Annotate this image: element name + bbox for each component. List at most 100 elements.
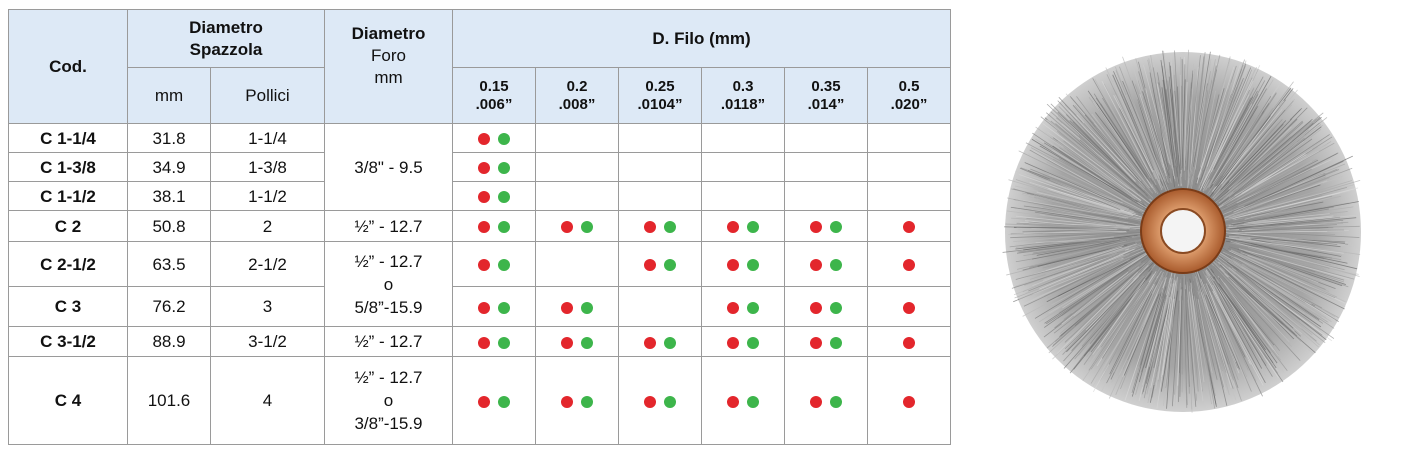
bristle bbox=[1100, 271, 1155, 348]
bristle bbox=[1108, 277, 1157, 365]
bristle bbox=[1186, 279, 1190, 394]
bristle bbox=[1053, 146, 1130, 198]
dot-cell bbox=[535, 286, 619, 327]
bristle bbox=[1082, 274, 1157, 381]
bristle bbox=[1158, 84, 1175, 176]
bristle bbox=[1224, 271, 1298, 337]
bristle bbox=[1057, 261, 1128, 297]
code-cell: C 1-1/4 bbox=[8, 123, 128, 153]
pollici-cell: 4 bbox=[210, 356, 325, 445]
bristle bbox=[1056, 271, 1139, 354]
bristle bbox=[1227, 142, 1335, 204]
bristle bbox=[1216, 87, 1292, 187]
bristle bbox=[1239, 248, 1350, 280]
availability-dot bbox=[644, 221, 656, 234]
bristle bbox=[1044, 254, 1149, 324]
bristle bbox=[1131, 292, 1162, 397]
bristle bbox=[1222, 143, 1315, 205]
bristle bbox=[1186, 73, 1194, 170]
availability-dot bbox=[664, 221, 676, 234]
header-cell: D. Filo (mm) bbox=[451, 9, 952, 68]
availability-dot bbox=[498, 133, 510, 146]
bristle bbox=[1146, 270, 1174, 395]
wire-header: 0.5.020” bbox=[866, 67, 952, 124]
pollici-cell: 1-1/4 bbox=[210, 123, 325, 153]
wire-header: 0.2.008” bbox=[535, 67, 619, 124]
bristle bbox=[1247, 255, 1319, 283]
bristle bbox=[1025, 142, 1128, 197]
bristle bbox=[1224, 118, 1292, 190]
availability-dot bbox=[810, 221, 822, 234]
bristle bbox=[1109, 76, 1163, 191]
bristle bbox=[1221, 105, 1280, 185]
bristle bbox=[1033, 257, 1124, 295]
bristle bbox=[1034, 254, 1140, 319]
availability-dot bbox=[810, 395, 822, 408]
dot-cell bbox=[452, 210, 536, 242]
availability-dot bbox=[830, 221, 842, 234]
bristle bbox=[1187, 55, 1201, 173]
bristle bbox=[1177, 289, 1182, 386]
availability-dot bbox=[581, 336, 593, 349]
dot-cell bbox=[618, 123, 702, 153]
availability-dot bbox=[903, 301, 916, 314]
bristle bbox=[1235, 241, 1342, 261]
bristle bbox=[1112, 74, 1155, 171]
dot-cell bbox=[452, 241, 536, 287]
dot-cell bbox=[701, 326, 785, 357]
availability-dot bbox=[747, 301, 759, 314]
bristle bbox=[1043, 265, 1132, 328]
bristle bbox=[1209, 81, 1294, 196]
bristle bbox=[1150, 55, 1169, 164]
bristle bbox=[1083, 122, 1154, 199]
bristle bbox=[1191, 289, 1205, 383]
dot-cell bbox=[866, 181, 952, 211]
bristle bbox=[1222, 195, 1333, 223]
bristle bbox=[1087, 90, 1151, 182]
dot-cell bbox=[618, 152, 702, 182]
bristle bbox=[1167, 80, 1177, 187]
dot-cell bbox=[618, 356, 702, 445]
bristle bbox=[1214, 256, 1301, 321]
foro-line: 5/8”-15.9 bbox=[354, 297, 423, 317]
availability-dot bbox=[581, 221, 593, 234]
bristle bbox=[1133, 69, 1168, 177]
spec-table: Cod. Diametro Spazzola Diametro Foro mm D.… bbox=[8, 9, 952, 445]
bristle bbox=[1085, 264, 1149, 331]
mm-cell: 88.9 bbox=[127, 326, 211, 357]
availability-dot bbox=[644, 336, 656, 349]
bristle bbox=[1023, 205, 1119, 219]
bristle bbox=[1237, 117, 1328, 188]
bristle bbox=[1017, 239, 1118, 253]
bristle bbox=[1210, 80, 1254, 173]
bristle bbox=[1153, 272, 1176, 386]
bristle bbox=[1247, 250, 1349, 288]
bristle bbox=[1008, 228, 1119, 236]
bristle bbox=[1222, 251, 1322, 302]
bristle bbox=[1206, 277, 1264, 382]
dot-cell bbox=[701, 286, 785, 327]
bristle bbox=[1046, 259, 1124, 299]
bristle bbox=[1213, 118, 1313, 205]
bristle bbox=[1230, 201, 1359, 226]
availability-dot bbox=[478, 301, 490, 314]
bristle bbox=[1108, 280, 1163, 399]
bristle bbox=[1057, 111, 1146, 194]
bristle bbox=[1213, 279, 1279, 372]
bristle bbox=[1184, 82, 1192, 173]
bristle bbox=[1045, 244, 1124, 271]
bristle bbox=[1189, 79, 1213, 190]
bristle bbox=[1113, 95, 1154, 172]
dot-cell bbox=[701, 123, 785, 153]
bristle bbox=[1162, 276, 1178, 406]
bristle bbox=[1213, 124, 1284, 200]
foro-line: ½” - 12.7 bbox=[354, 332, 423, 351]
bristle bbox=[1047, 131, 1142, 201]
bristle bbox=[1006, 210, 1126, 227]
foro-line: o bbox=[383, 391, 394, 410]
bristle bbox=[1209, 69, 1256, 170]
bristle bbox=[1230, 138, 1313, 198]
bristle bbox=[1219, 278, 1274, 351]
bristle bbox=[1247, 213, 1330, 223]
wire-mm: 0.35 bbox=[811, 77, 841, 95]
